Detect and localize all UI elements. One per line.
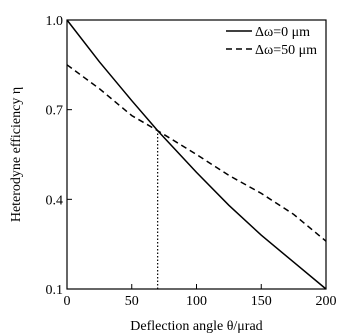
legend: Δω=0 μm Δω=50 μm [226,25,317,58]
series-layer [66,19,327,290]
x-tick-label: 50 [125,294,139,309]
axis-tick-labels: 0 50 100 150 200 0.1 0.4 0.7 1.0 [46,14,337,309]
x-axis-title: Deflection angle θ/μrad [130,319,262,334]
legend-label-0um: Δω=0 μm [255,25,310,40]
legend-label-50um: Δω=50 μm [255,43,317,58]
x-tick-label: 150 [251,294,272,309]
y-axis-title: Heterodyne efficiency η [9,87,24,222]
series-line-0 [66,19,327,290]
y-tick-label: 0.1 [46,283,64,298]
plot-frame [66,19,327,290]
y-tick-label: 0.4 [46,193,64,208]
plot-border [66,19,327,290]
axis-ticks [66,19,327,290]
y-tick-label: 1.0 [46,14,64,29]
x-tick-label: 0 [64,294,71,309]
series-line-1 [66,64,327,242]
x-tick-label: 200 [316,294,337,309]
y-tick-label: 0.7 [46,104,64,119]
x-tick-label: 100 [186,294,207,309]
